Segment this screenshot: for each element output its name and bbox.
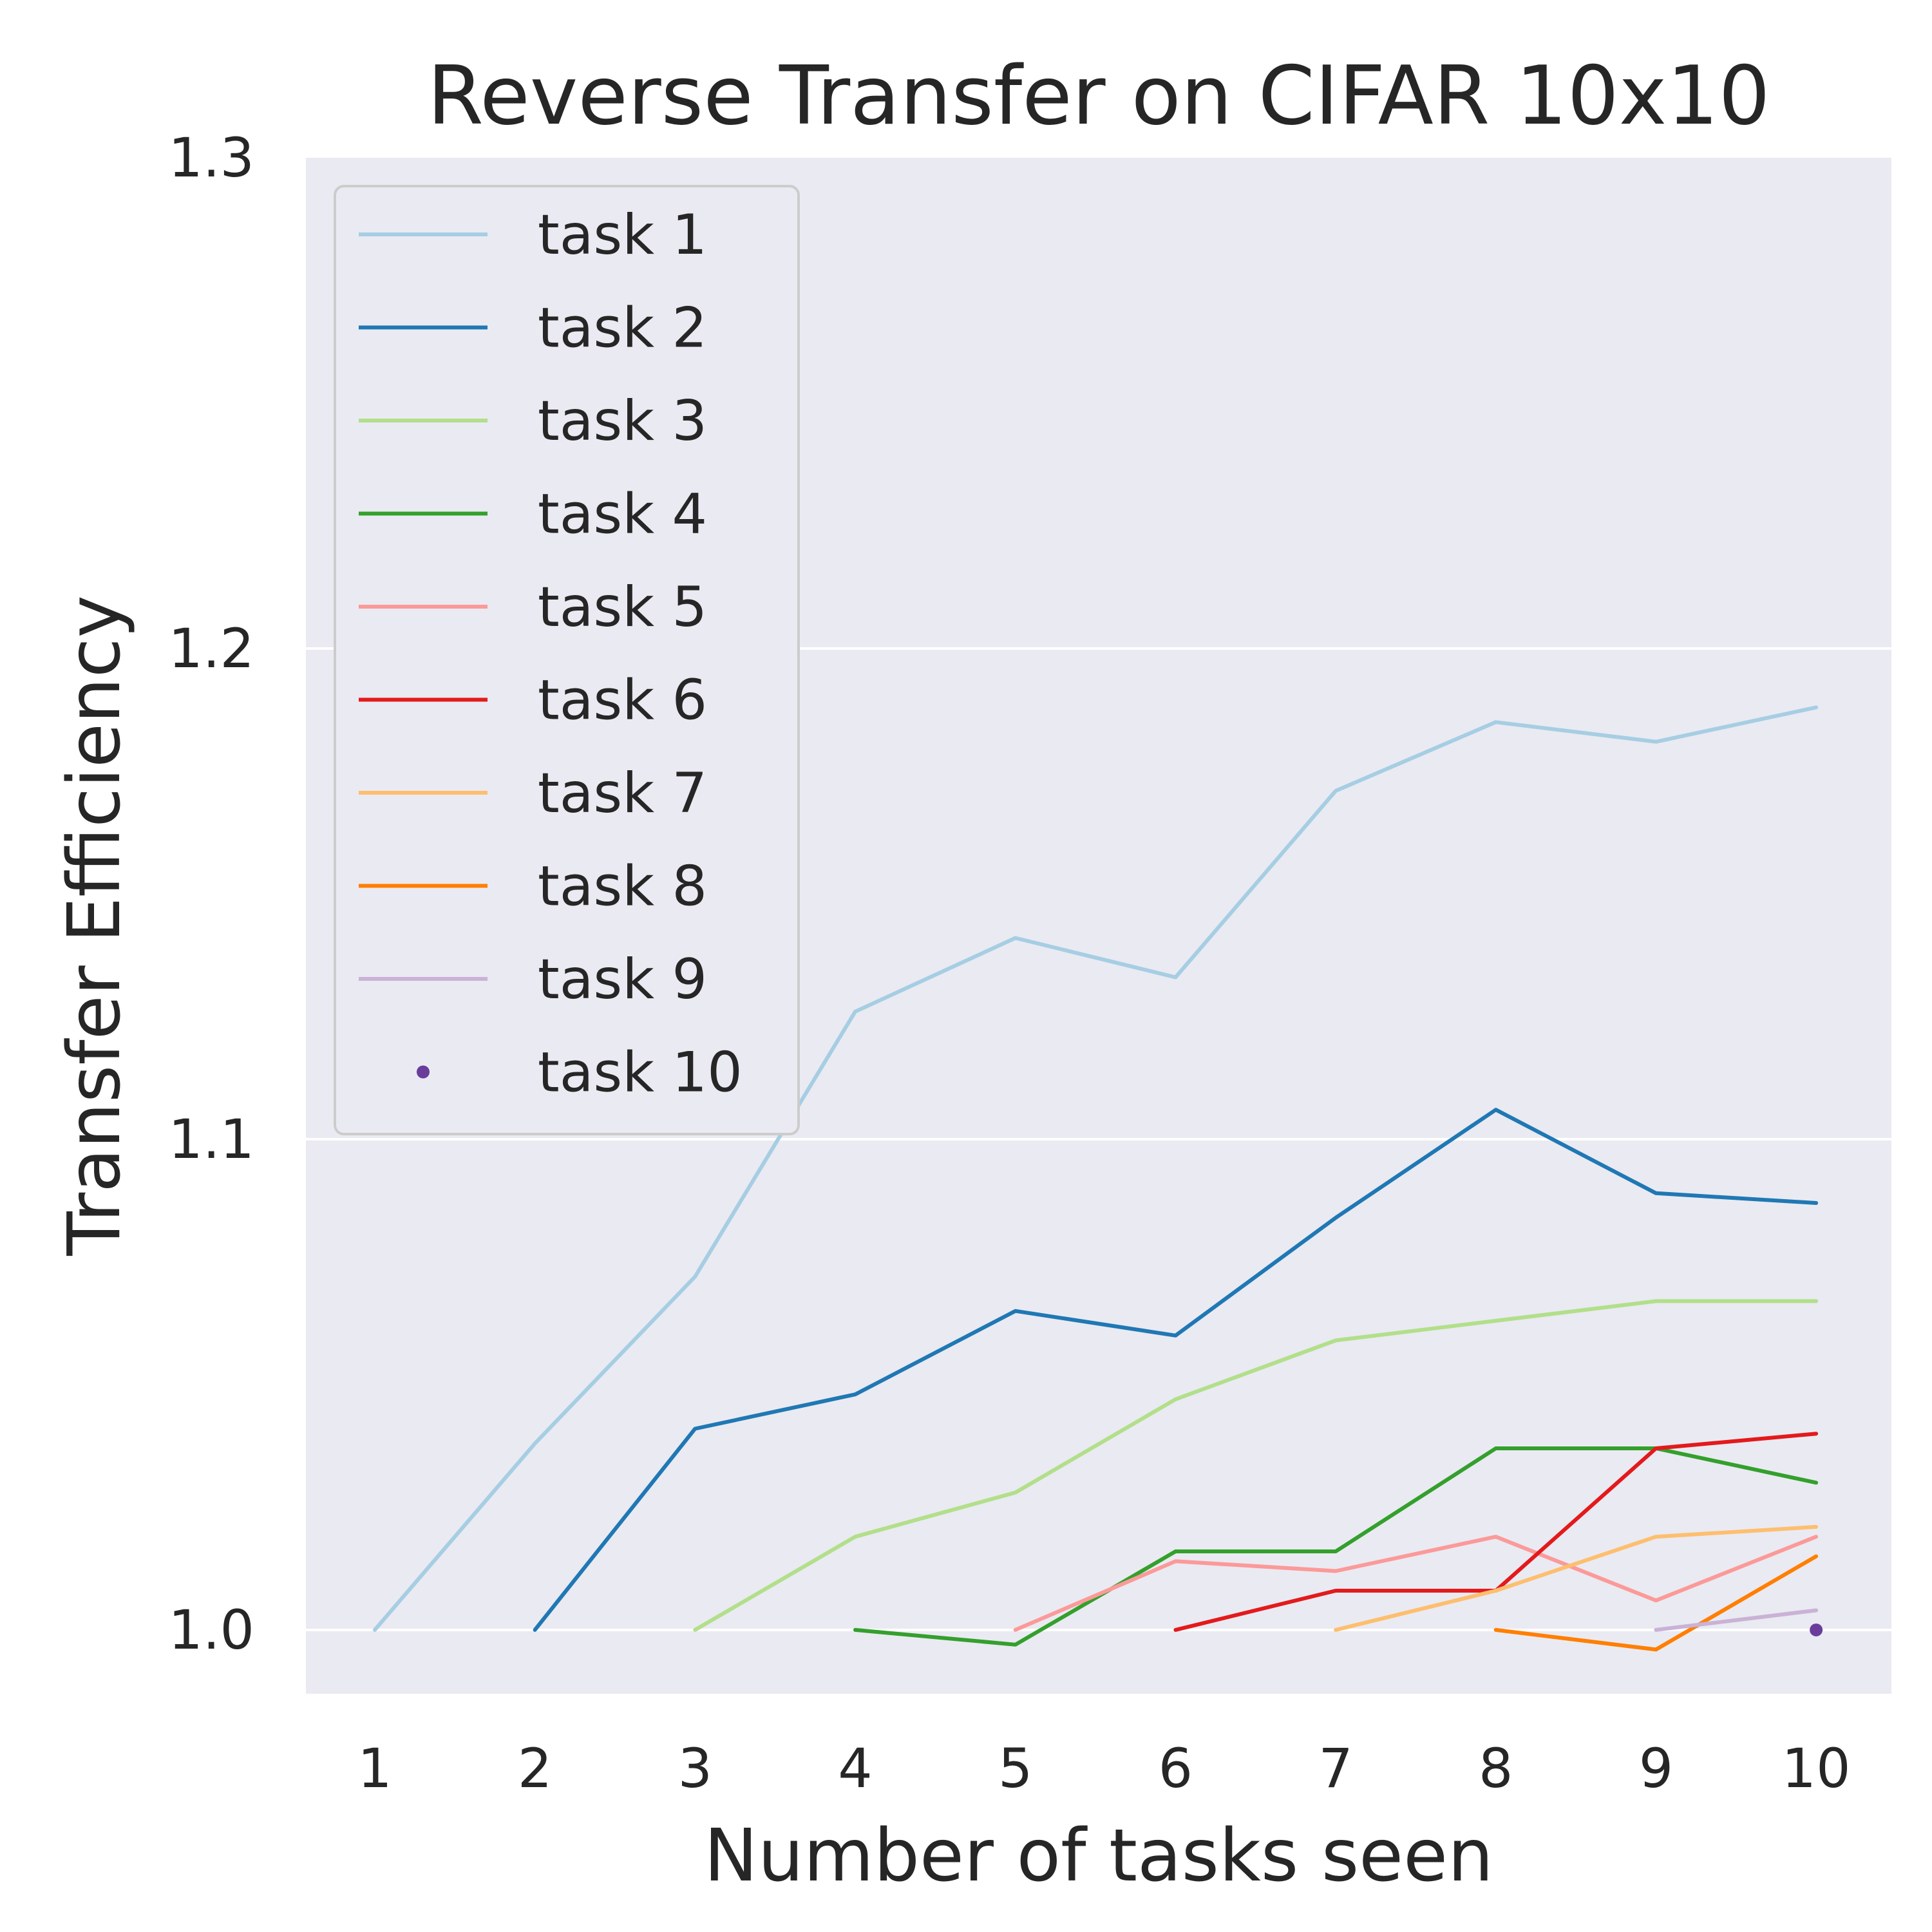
x-tick-label: 4 xyxy=(838,1737,872,1800)
series-line-task-5 xyxy=(1013,1535,1819,1632)
legend-label-task-2: task 2 xyxy=(538,296,707,361)
legend-label-task-7: task 7 xyxy=(538,761,707,826)
y-tick-label: 1.2 xyxy=(168,617,254,680)
legend-label-task-10: task 10 xyxy=(538,1041,743,1105)
y-axis-label: Transfer Efficiency xyxy=(53,595,137,1256)
series-line-task-2 xyxy=(533,1108,1819,1632)
x-tick-label: 5 xyxy=(998,1737,1032,1800)
legend-label-task-1: task 1 xyxy=(538,203,707,267)
legend-label-task-6: task 6 xyxy=(538,668,707,733)
x-tick-label: 7 xyxy=(1318,1737,1352,1800)
x-tick-label: 3 xyxy=(678,1737,712,1800)
series-line-task-1 xyxy=(372,705,1819,1632)
series-line-task-9 xyxy=(1654,1608,1819,1632)
legend-label-task-8: task 8 xyxy=(538,855,707,919)
legend-box xyxy=(334,185,800,1135)
x-tick-label: 8 xyxy=(1479,1737,1513,1800)
legend-label-task-5: task 5 xyxy=(538,575,707,639)
legend-label-task-3: task 3 xyxy=(538,389,707,453)
series-line-task-7 xyxy=(1334,1524,1819,1632)
y-tick-label: 1.3 xyxy=(168,126,254,189)
legend-label-task-9: task 9 xyxy=(538,947,707,1012)
legend: task 1 task 2 task 3 task 4 task 5 task 6 task… xyxy=(334,185,800,1135)
x-tick-label: 2 xyxy=(518,1737,552,1800)
chart-title: Reverse Transfer on CIFAR 10x10 xyxy=(427,48,1770,143)
x-tick-label: 9 xyxy=(1639,1737,1673,1800)
tick-labels: 1.0 1.1 1.2 1.3 1 2 3 4 5 6 7 8 9 10 xyxy=(168,126,1850,1800)
legend-label-task-4: task 4 xyxy=(538,482,707,547)
legend-marker-task-10 xyxy=(417,1065,430,1079)
legend-items: task 1 task 2 task 3 task 4 task 5 task 6 task… xyxy=(359,203,743,1105)
x-tick-label: 6 xyxy=(1159,1737,1193,1800)
series-line-task-8 xyxy=(1493,1554,1819,1652)
data-point-task-10 xyxy=(1810,1623,1823,1636)
x-axis-label: Number of tasks seen xyxy=(704,1814,1493,1898)
x-tick-label: 1 xyxy=(357,1737,392,1800)
data-series xyxy=(372,705,1823,1652)
series-line-task-3 xyxy=(693,1299,1819,1632)
y-tick-label: 1.0 xyxy=(168,1598,254,1662)
y-tick-label: 1.1 xyxy=(168,1108,254,1171)
x-tick-label: 10 xyxy=(1782,1737,1851,1800)
